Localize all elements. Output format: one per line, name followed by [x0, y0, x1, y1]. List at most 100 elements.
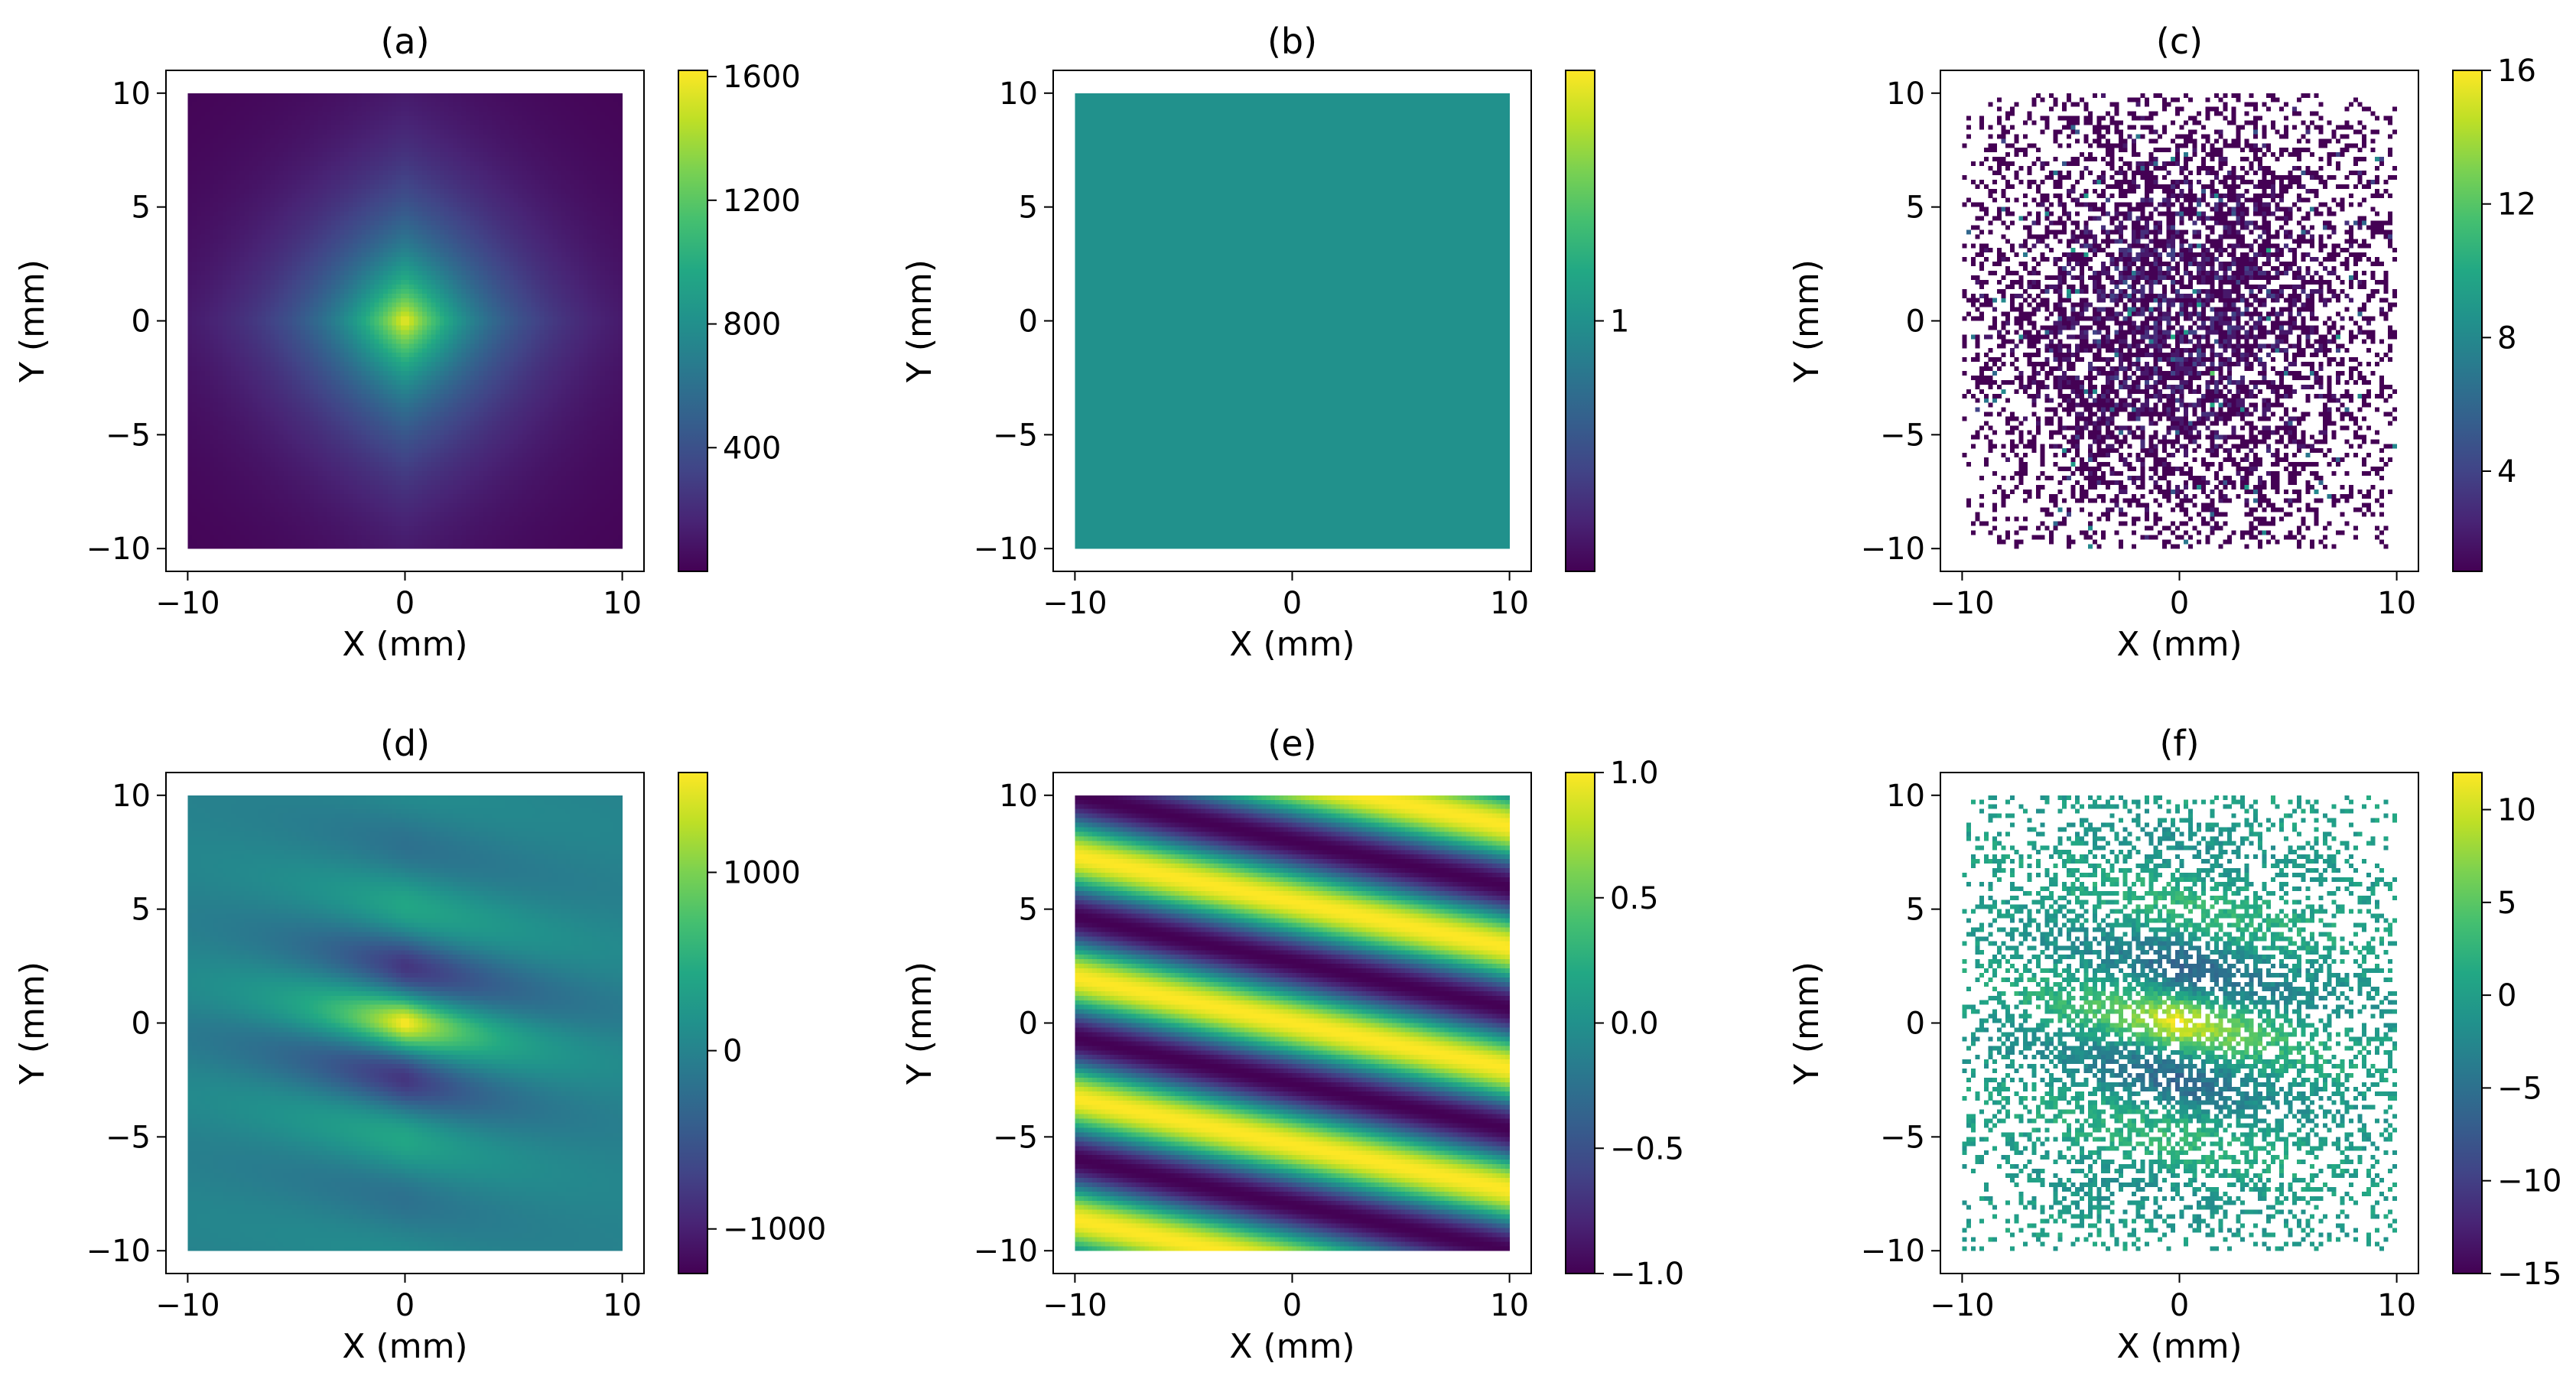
- figure-canvas: (a)−10 0 10−10−50510X (mm)Y (mm)4008001200…: [0, 0, 2576, 1376]
- x-tick-label: 10: [1490, 586, 1529, 621]
- x-axis-label: X (mm): [2116, 1327, 2242, 1366]
- colorbar-tick-label: −1000: [723, 1212, 826, 1248]
- y-axis-label: Y (mm): [900, 961, 939, 1085]
- colorbar: [678, 70, 707, 571]
- y-tick-label: 0: [1906, 304, 1925, 340]
- y-tick-label: 5: [1019, 893, 1038, 928]
- y-tick-label: 10: [1886, 76, 1925, 112]
- panel-title: (d): [380, 723, 430, 764]
- x-tick-label: 10: [2377, 586, 2416, 621]
- colorbar: [1566, 70, 1595, 571]
- x-tick-label: 0: [395, 1288, 415, 1323]
- x-tick-label: −10: [1930, 586, 1994, 621]
- y-tick-label: −5: [1880, 418, 1925, 453]
- y-tick-label: −5: [1880, 1120, 1925, 1155]
- x-tick-label: 10: [1490, 1288, 1529, 1323]
- colorbar-tick-label: 16: [2497, 54, 2536, 89]
- x-tick-label: 0: [395, 586, 415, 621]
- colorbar: [678, 773, 707, 1274]
- y-tick-label: −10: [1861, 1234, 1925, 1269]
- y-tick-label: 0: [1019, 1007, 1038, 1042]
- y-tick-label: −5: [106, 1120, 151, 1155]
- x-tick-label: 10: [603, 586, 642, 621]
- colorbar-tick-label: 1.0: [1610, 756, 1659, 791]
- x-axis-label: X (mm): [2116, 625, 2242, 664]
- x-axis-label: X (mm): [342, 1327, 467, 1366]
- heatmap-cells: [1962, 93, 2396, 548]
- colorbar-tick-label: 8: [2497, 320, 2516, 356]
- y-tick-label: −10: [974, 1234, 1038, 1269]
- panel-e: (e) −10 0 10 −10 −5 0 5 10 X (mm) Y (mm) −1.0 −0.5 0.…: [900, 723, 1684, 1366]
- x-tick-label: 0: [2170, 586, 2189, 621]
- x-tick-label: −10: [1042, 1288, 1107, 1323]
- panel-title: (c): [2156, 21, 2203, 62]
- colorbar-tick-label: −0.5: [1610, 1131, 1684, 1166]
- y-tick-label: 10: [1886, 779, 1925, 814]
- colorbar-tick-label: −1.0: [1610, 1257, 1684, 1292]
- x-tick-label: 10: [603, 1288, 642, 1323]
- y-tick-label: 5: [1019, 190, 1038, 226]
- colorbar-tick-label: 1200: [723, 184, 801, 219]
- heatmap-cells: [1075, 795, 1509, 1251]
- colorbar: [1566, 773, 1595, 1274]
- colorbar-tick-label: 0.0: [1610, 1007, 1659, 1042]
- colorbar-tick-label: 1000: [723, 856, 801, 891]
- heatmap-cells: [1075, 93, 1509, 548]
- heatmap-cells: [1962, 795, 2396, 1251]
- y-tick-label: −10: [86, 1234, 151, 1269]
- x-tick-label: −10: [155, 586, 220, 621]
- y-tick-label: 5: [1906, 893, 1925, 928]
- colorbar-tick-label: 5: [2497, 886, 2516, 921]
- y-tick-label: 5: [132, 893, 151, 928]
- y-tick-label: 0: [132, 1007, 151, 1042]
- heatmap-cells: [187, 795, 622, 1251]
- y-axis-label: Y (mm): [900, 259, 939, 383]
- y-tick-label: 0: [1906, 1007, 1925, 1042]
- x-tick-label: 0: [2170, 1288, 2189, 1323]
- colorbar-tick-label: 10: [2497, 793, 2536, 828]
- y-tick-label: 5: [1906, 190, 1925, 226]
- y-tick-label: −10: [974, 532, 1038, 567]
- colorbar-tick-label: 1: [1610, 304, 1629, 340]
- y-tick-label: 10: [112, 779, 151, 814]
- y-tick-label: −10: [1861, 532, 1925, 567]
- colorbar-tick-label: 0: [2497, 978, 2516, 1013]
- y-tick-label: 5: [132, 190, 151, 226]
- y-tick-label: 10: [999, 779, 1038, 814]
- y-tick-label: 0: [132, 304, 151, 340]
- y-axis-label: Y (mm): [1787, 259, 1826, 383]
- colorbar-tick-label: −5: [2497, 1071, 2542, 1106]
- panel-b: (b) −10 0 10 −10 −5 0 5 10 X (mm) Y (mm) 1: [900, 21, 1629, 664]
- colorbar: [2453, 70, 2482, 571]
- heatmap-cells: [187, 93, 622, 548]
- colorbar-tick-label: −10: [2497, 1164, 2561, 1199]
- colorbar-tick-label: 400: [723, 431, 781, 466]
- x-tick-label: 10: [2377, 1288, 2416, 1323]
- colorbar-tick-label: 800: [723, 307, 781, 343]
- x-tick-label: 0: [1283, 1288, 1302, 1323]
- panel-title: (e): [1267, 723, 1316, 764]
- y-tick-label: −5: [993, 418, 1038, 453]
- panel-title: (a): [380, 21, 429, 62]
- colorbar-tick-label: 12: [2497, 187, 2536, 223]
- x-tick-label: −10: [155, 1288, 220, 1323]
- y-axis-label: Y (mm): [1787, 961, 1826, 1085]
- y-tick-label: −5: [106, 418, 151, 453]
- x-tick-label: 0: [1283, 586, 1302, 621]
- y-tick-label: 0: [1019, 304, 1038, 340]
- colorbar-tick-label: 0.5: [1610, 881, 1659, 916]
- x-axis-label: X (mm): [1229, 625, 1355, 664]
- panel-f: (f) −10 0 10 −10 −5 0 5 10 X (mm) Y (mm) −15 −10 −5 0 5…: [1787, 723, 2561, 1366]
- panel-title: (f): [2159, 723, 2199, 764]
- x-tick-label: −10: [1042, 586, 1107, 621]
- y-tick-label: −5: [993, 1120, 1038, 1155]
- x-tick-label: −10: [1930, 1288, 1994, 1323]
- x-axis-label: X (mm): [342, 625, 467, 664]
- y-tick-label: 10: [999, 76, 1038, 112]
- colorbar-tick-label: −15: [2497, 1257, 2561, 1292]
- colorbar-tick-label: 0: [723, 1034, 742, 1069]
- panel-title: (b): [1267, 21, 1317, 62]
- x-axis-label: X (mm): [1229, 1327, 1355, 1366]
